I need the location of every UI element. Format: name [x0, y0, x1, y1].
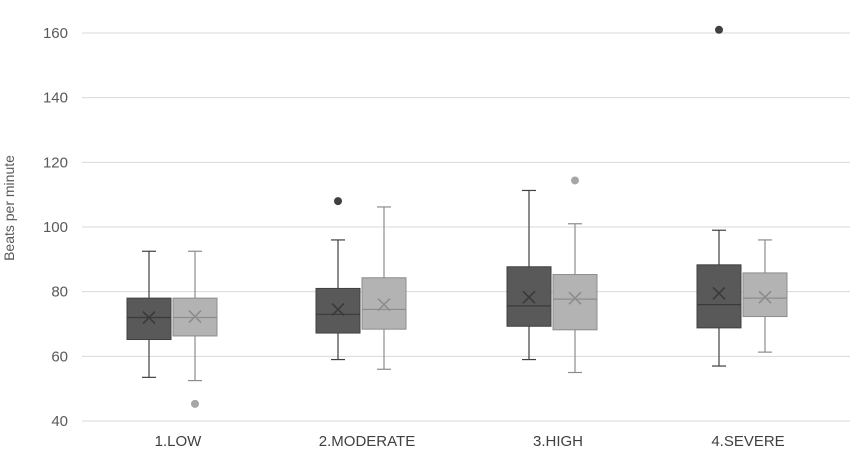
x-category-label: 4.SEVERE: [711, 433, 784, 450]
box-iqr: [315, 287, 361, 334]
outlier-point: [571, 176, 579, 185]
box-iqr: [552, 274, 598, 331]
mean-marker: [142, 310, 156, 325]
x-category-label: 1.LOW: [155, 433, 203, 450]
mean-marker: [522, 290, 536, 304]
box-2-4: [742, 239, 788, 353]
box-iqr: [126, 297, 172, 341]
box-iqr: [361, 277, 407, 330]
mean-marker: [188, 309, 202, 324]
y-axis-title: Beats per minute: [1, 155, 17, 261]
box-1-4: [696, 25, 742, 367]
x-category-label: 3.HIGH: [533, 433, 583, 450]
mean-marker: [377, 298, 391, 312]
x-category-label: 2.MODERATE: [319, 433, 415, 450]
y-tick-label: 120: [43, 154, 68, 171]
y-tick-label: 140: [43, 90, 68, 107]
gridlines: [82, 32, 850, 422]
box-2-2: [361, 206, 407, 370]
category-labels: 1.LOW 2.MODERATE 3.HIGH 4.SEVERE: [155, 433, 785, 450]
outlier-point: [334, 197, 342, 206]
box-1-2: [315, 197, 361, 361]
y-axis-ticks: 40 60 80 100 120 140 160: [43, 25, 68, 430]
box-2-1: [172, 250, 218, 408]
mean-marker: [758, 290, 772, 304]
mean-marker: [712, 286, 726, 300]
box-2-3: [552, 176, 598, 374]
y-tick-label: 40: [51, 413, 68, 430]
outlier-point: [715, 25, 723, 34]
box-1-1: [126, 250, 172, 378]
y-tick-label: 60: [51, 348, 68, 365]
box-iqr: [696, 264, 742, 329]
mean-marker: [568, 291, 582, 305]
box-series: [126, 25, 788, 408]
box-1-3: [506, 189, 552, 361]
y-tick-label: 100: [43, 219, 68, 236]
y-tick-label: 160: [43, 25, 68, 42]
y-tick-label: 80: [51, 284, 68, 301]
outlier-point: [191, 399, 199, 408]
box-iqr: [742, 272, 788, 318]
mean-marker: [331, 302, 345, 317]
